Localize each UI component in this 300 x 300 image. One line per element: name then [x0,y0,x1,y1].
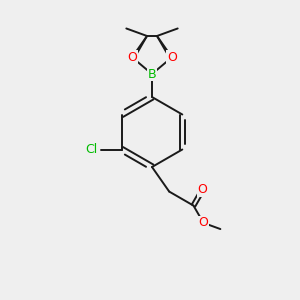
Text: O: O [199,216,208,230]
Text: O: O [127,51,137,64]
Text: Cl: Cl [85,143,98,156]
Text: B: B [148,68,156,80]
Text: O: O [197,184,207,196]
Text: O: O [167,51,177,64]
